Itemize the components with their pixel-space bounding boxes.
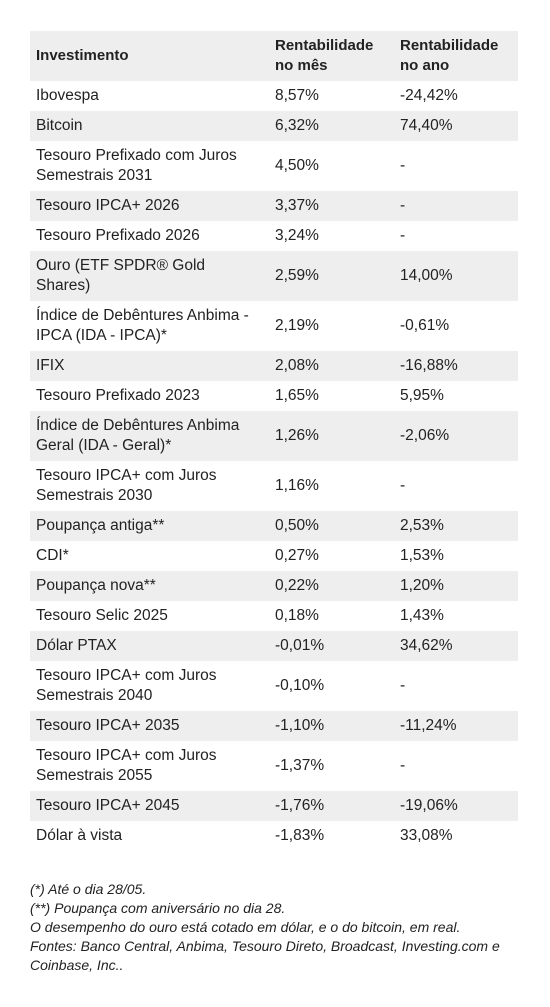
cell-rentabilidade-ano: 74,40% [394,111,518,141]
footnote-asterisk: (*) Até o dia 28/05. [30,881,147,897]
cell-investimento: Tesouro Prefixado 2026 [36,227,200,244]
cell-rentabilidade-mes: -1,37% [275,757,325,774]
cell-rentabilidade-mes: 1,16% [275,477,319,494]
table-row: Tesouro IPCA+ com Juros Semestrais 2055 -… [30,741,518,791]
cell-rentabilidade-mes: 4,50% [275,157,319,174]
returns-table: Investimento Rentabilidade no mês Rentab… [30,31,518,851]
cell-rentabilidade-ano: -11,24% [394,711,518,741]
table-row: Tesouro IPCA+ com Juros Semestrais 2030 1… [30,461,518,511]
table-row: Dólar à vista -1,83% 33,08% [30,821,518,851]
cell-investimento: Ouro (ETF SPDR® Gold Shares) [30,251,269,301]
cell-rentabilidade-ano: 33,08% [400,827,453,844]
table-row: Ouro (ETF SPDR® Gold Shares) 2,59% 14,00% [30,251,518,301]
cell-investimento: Poupança antiga** [30,511,269,541]
cell-rentabilidade-mes: -1,83% [275,827,325,844]
table-header-row: Investimento Rentabilidade no mês Rentab… [30,31,518,81]
cell-investimento: Tesouro IPCA+ com Juros Semestrais 2030 [36,467,217,504]
cell-rentabilidade-ano: 1,53% [400,547,444,564]
cell-rentabilidade-ano: -24,42% [400,87,458,104]
table-row: Tesouro Selic 2025 0,18% 1,43% [30,601,518,631]
cell-rentabilidade-ano: - [400,157,406,174]
cell-investimento: Tesouro Prefixado 2023 [36,387,200,404]
cell-investimento: Dólar à vista [36,827,123,844]
table-row: IFIX 2,08% -16,88% [30,351,518,381]
cell-rentabilidade-mes: 0,50% [269,511,394,541]
cell-investimento: Dólar PTAX [30,631,269,661]
header-rentabilidade-ano: Rentabilidade no ano [394,31,518,81]
cell-rentabilidade-mes: 3,24% [275,227,319,244]
cell-rentabilidade-mes: -0,10% [275,677,325,694]
table-row: Tesouro IPCA+ 2045 -1,76% -19,06% [30,791,518,821]
cell-investimento: IFIX [30,351,269,381]
cell-rentabilidade-ano: 1,43% [400,607,444,624]
table-row: Poupança nova** 0,22% 1,20% [30,571,518,601]
table-row: Poupança antiga** 0,50% 2,53% [30,511,518,541]
cell-rentabilidade-mes: 0,27% [275,547,319,564]
cell-investimento: Tesouro IPCA+ com Juros Semestrais 2055 [36,747,217,784]
cell-rentabilidade-mes: 6,32% [269,111,394,141]
cell-rentabilidade-ano: -2,06% [394,411,518,461]
cell-rentabilidade-ano: 5,95% [400,387,444,404]
cell-rentabilidade-mes: 2,19% [275,317,319,334]
cell-investimento: Índice de Debêntures Anbima - IPCA (IDA … [36,307,249,344]
cell-rentabilidade-ano: 34,62% [394,631,518,661]
cell-rentabilidade-mes: -0,01% [269,631,394,661]
cell-rentabilidade-mes: 0,18% [275,607,319,624]
cell-rentabilidade-mes: 1,26% [269,411,394,461]
table-row: Tesouro Prefixado 2026 3,24% - [30,221,518,251]
cell-investimento: Tesouro IPCA+ 2045 [30,791,269,821]
cell-rentabilidade-ano: - [400,757,406,774]
table-row: Índice de Debêntures Anbima - IPCA (IDA … [30,301,518,351]
table-row: Tesouro Prefixado com Juros Semestrais 2… [30,141,518,191]
cell-investimento: Ibovespa [36,87,99,104]
cell-rentabilidade-ano: - [400,677,406,694]
table-row: Dólar PTAX -0,01% 34,62% [30,631,518,661]
table-row: Tesouro IPCA+ 2026 3,37% - [30,191,518,221]
cell-rentabilidade-ano: -16,88% [394,351,518,381]
table-row: Ibovespa 8,57% -24,42% [30,81,518,111]
table-row: Tesouro IPCA+ 2035 -1,10% -11,24% [30,711,518,741]
cell-rentabilidade-mes: 2,59% [269,251,394,301]
header-investimento: Investimento [30,31,269,81]
cell-rentabilidade-mes: 8,57% [275,87,319,104]
cell-rentabilidade-mes: 2,08% [269,351,394,381]
cell-rentabilidade-mes: -1,76% [269,791,394,821]
table-row: Tesouro IPCA+ com Juros Semestrais 2040 -… [30,661,518,711]
cell-rentabilidade-ano: -19,06% [394,791,518,821]
footnote-sources: Fontes: Banco Central, Anbima, Tesouro D… [30,938,500,973]
table-row: Bitcoin 6,32% 74,40% [30,111,518,141]
table-row: Tesouro Prefixado 2023 1,65% 5,95% [30,381,518,411]
cell-rentabilidade-ano: - [394,191,518,221]
table-row: CDI* 0,27% 1,53% [30,541,518,571]
cell-rentabilidade-ano: 14,00% [394,251,518,301]
cell-investimento: Tesouro IPCA+ 2035 [30,711,269,741]
cell-investimento: Tesouro Selic 2025 [36,607,168,624]
cell-investimento: Tesouro IPCA+ com Juros Semestrais 2040 [36,667,217,704]
cell-rentabilidade-ano: - [400,227,406,244]
cell-investimento: Poupança nova** [30,571,269,601]
cell-investimento: Tesouro IPCA+ 2026 [30,191,269,221]
cell-investimento: Tesouro Prefixado com Juros Semestrais 2… [36,147,237,184]
cell-rentabilidade-ano: 2,53% [394,511,518,541]
cell-investimento: Índice de Debêntures Anbima Geral (IDA -… [30,411,269,461]
cell-rentabilidade-mes: 1,65% [275,387,319,404]
cell-investimento: Bitcoin [30,111,269,141]
header-rentabilidade-mes: Rentabilidade no mês [269,31,394,81]
footnote-double-asterisk: (**) Poupança com aniversário no dia 28. [30,900,286,916]
footnotes: (*) Até o dia 28/05. (**) Poupança com a… [30,880,530,975]
footnote-gold-bitcoin: O desempenho do ouro está cotado em dóla… [30,919,461,935]
table-row: Índice de Debêntures Anbima Geral (IDA -… [30,411,518,461]
cell-rentabilidade-ano: -0,61% [400,317,450,334]
returns-table-container: Investimento Rentabilidade no mês Rentab… [30,31,518,851]
table-body: Ibovespa 8,57% -24,42% Bitcoin 6,32% 74,40% Te… [30,81,518,851]
cell-rentabilidade-mes: 3,37% [269,191,394,221]
cell-rentabilidade-ano: 1,20% [394,571,518,601]
cell-investimento: CDI* [36,547,69,564]
cell-rentabilidade-mes: 0,22% [269,571,394,601]
cell-rentabilidade-ano: - [400,477,406,494]
cell-rentabilidade-mes: -1,10% [269,711,394,741]
